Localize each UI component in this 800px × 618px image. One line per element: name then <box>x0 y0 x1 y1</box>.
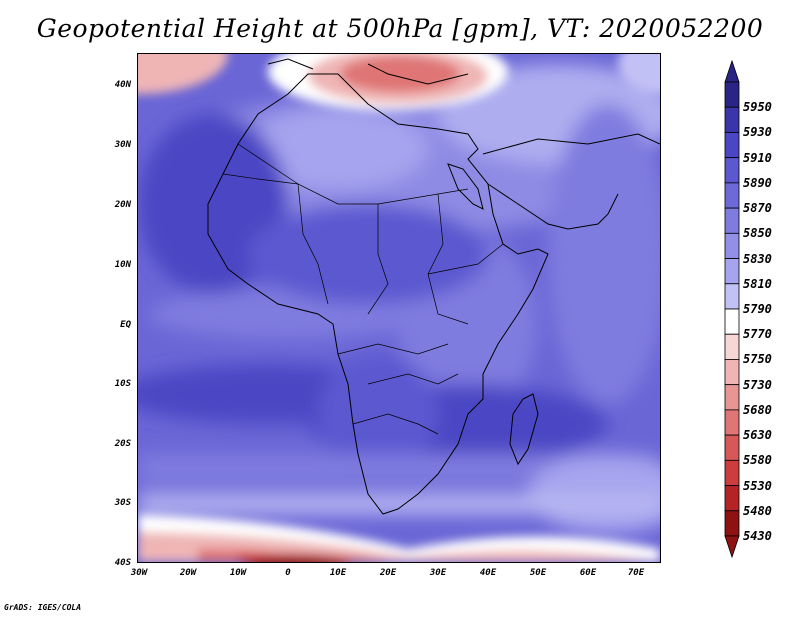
colorbar-swatch <box>724 232 740 259</box>
colorbar-swatch <box>724 283 740 310</box>
colorbar-level-label: 5890 <box>743 175 772 190</box>
colorbar-swatch <box>724 434 740 461</box>
colorbar-swatch <box>724 384 740 411</box>
colorbar-swatch <box>724 459 740 486</box>
colorbar-level-label: 5910 <box>743 150 772 165</box>
colorbar-level-label: 5730 <box>743 377 772 392</box>
lat-label: 10N <box>114 260 131 270</box>
credit-text: GrADS: IGES/COLA <box>4 603 82 612</box>
geopotential-field <box>138 54 660 562</box>
colorbar-swatch <box>724 485 740 512</box>
lat-label: EQ <box>120 320 131 330</box>
colorbar-swatch <box>724 409 740 436</box>
colorbar-swatch <box>724 308 740 335</box>
colorbar-level-label: 5630 <box>743 428 772 443</box>
colorbar-swatch <box>724 510 740 537</box>
lat-label: 30N <box>114 140 131 150</box>
lon-label: 10E <box>329 568 347 578</box>
lat-label: 20S <box>114 439 131 449</box>
lon-label: 50E <box>529 568 547 578</box>
lat-label: 40N <box>114 80 131 90</box>
lon-label: 40E <box>479 568 497 578</box>
colorbar-level-label: 5770 <box>743 327 772 342</box>
colorbar-level-label: 5810 <box>743 276 772 291</box>
lon-label: 30E <box>429 568 447 578</box>
colorbar-level-label: 5530 <box>743 478 772 493</box>
country-borders <box>222 143 504 435</box>
colorbar <box>724 59 740 562</box>
colorbar-level-label: 5830 <box>743 251 772 266</box>
colorbar-swatch <box>724 258 740 285</box>
colorbar-level-label: 5750 <box>743 352 772 367</box>
lon-label: 20E <box>379 568 397 578</box>
lon-label: 30W <box>130 568 148 578</box>
colorbar-swatch <box>724 333 740 360</box>
colorbar-max-arrow <box>724 59 740 83</box>
map-panel <box>137 53 661 563</box>
colorbar-swatch <box>724 132 740 159</box>
lat-label: 10S <box>114 379 131 389</box>
colorbar-level-label: 5680 <box>743 402 772 417</box>
colorbar-level-label: 5480 <box>743 503 772 518</box>
colorbar-level-label: 5870 <box>743 201 772 216</box>
lat-label: 40S <box>114 558 131 568</box>
colorbar-swatch <box>724 359 740 386</box>
colorbar-swatch <box>724 106 740 133</box>
map-title: Geopotential Height at 500hPa [gpm], VT:… <box>36 14 764 43</box>
colorbar-min-arrow <box>724 535 740 559</box>
lat-label: 30S <box>114 498 131 508</box>
colorbar-level-label: 5430 <box>743 529 772 543</box>
lon-label: 20W <box>179 568 197 578</box>
colorbar-swatch <box>724 207 740 234</box>
colorbar-swatches <box>724 59 740 559</box>
lat-label: 20N <box>114 200 131 210</box>
colorbar-swatch <box>724 182 740 209</box>
lon-label: 70E <box>627 568 645 578</box>
colorbar-level-label: 5850 <box>743 226 772 241</box>
lon-label: 10W <box>229 568 247 578</box>
lon-label: 60E <box>579 568 597 578</box>
lon-label: 0 <box>285 568 291 578</box>
colorbar-level-label: 5580 <box>743 453 772 468</box>
colorbar-level-label: 5930 <box>743 125 772 140</box>
colorbar-level-label: 5790 <box>743 302 772 316</box>
colorbar-swatch <box>724 157 740 184</box>
colorbar-level-label: 5950 <box>743 100 772 115</box>
coastlines <box>207 58 660 515</box>
colorbar-swatch <box>724 81 740 108</box>
